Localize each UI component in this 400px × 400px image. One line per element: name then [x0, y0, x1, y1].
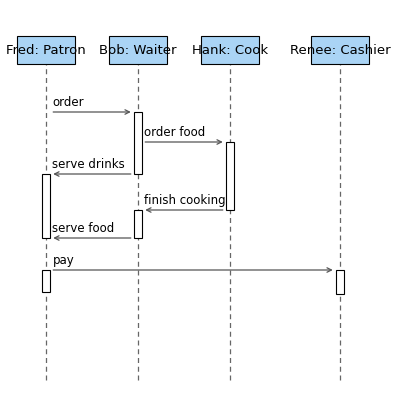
Text: finish cooking: finish cooking — [144, 194, 226, 207]
Bar — [42, 174, 50, 238]
Bar — [201, 36, 259, 64]
Text: Renee: Cashier: Renee: Cashier — [290, 44, 390, 56]
Bar — [17, 36, 75, 64]
Bar — [134, 112, 142, 174]
Text: order: order — [52, 96, 84, 109]
Text: Bob: Waiter: Bob: Waiter — [99, 44, 177, 56]
Bar — [311, 36, 369, 64]
Bar — [336, 270, 344, 294]
Bar — [109, 36, 167, 64]
Bar — [134, 210, 142, 238]
Text: order food: order food — [144, 126, 206, 139]
Text: pay: pay — [52, 254, 74, 267]
Bar — [42, 270, 50, 292]
Text: serve drinks: serve drinks — [52, 158, 125, 171]
Text: Fred: Patron: Fred: Patron — [6, 44, 86, 56]
Bar — [226, 142, 234, 210]
Text: Hank: Cook: Hank: Cook — [192, 44, 268, 56]
Text: serve food: serve food — [52, 222, 115, 235]
